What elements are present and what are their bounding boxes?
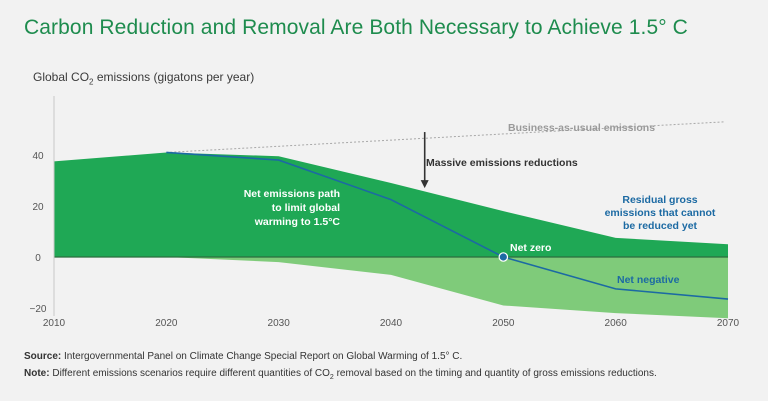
net-path-label: Net emissions path <box>244 188 340 200</box>
note-label: Note: <box>24 368 50 379</box>
x-tick-label: 2020 <box>155 318 178 329</box>
source-line: Source: Intergovernmental Panel on Clima… <box>24 348 657 365</box>
x-tick-label: 2040 <box>380 318 403 329</box>
net-path-label: warming to 1.5°C <box>254 216 341 228</box>
emissions-chart: 40 20 0 −20 2010 2020 2030 2040 2050 2060 2070 Busi… <box>30 96 740 329</box>
reductions-label: Massive emissions reductions <box>426 157 578 169</box>
reduction-arrow-head <box>420 180 429 189</box>
net-zero-marker <box>498 252 509 262</box>
y-tick-label: −20 <box>30 304 47 315</box>
net-path-label: to limit global <box>272 202 340 214</box>
x-tick-label: 2030 <box>268 318 291 329</box>
y-axis-label-sub: 2 <box>89 77 94 87</box>
source-text: Intergovernmental Panel on Climate Chang… <box>61 351 463 362</box>
net-zero-label: Net zero <box>510 242 551 254</box>
net-negative-label: Net negative <box>617 274 680 286</box>
note-text-post: removal based on the timing and quantity… <box>333 368 657 379</box>
y-tick-label: 40 <box>32 151 44 162</box>
x-tick-label: 2060 <box>605 318 628 329</box>
gross-emissions-area <box>54 152 728 257</box>
note-line: Note: Different emissions scenarios requ… <box>24 365 657 386</box>
note-text-pre: Different emissions scenarios require di… <box>49 368 330 379</box>
y-axis-label-post: emissions (gigatons per year) <box>93 70 255 84</box>
y-tick-label: 20 <box>32 202 44 213</box>
source-label: Source: <box>24 351 62 362</box>
chart-title: Carbon Reduction and Removal Are Both Ne… <box>24 16 688 39</box>
y-axis-label: Global CO2 emissions (gigatons per year) <box>33 70 254 86</box>
net-emissions-line <box>166 151 729 300</box>
business-as-usual-label: Business-as-usual emissions <box>508 122 655 134</box>
y-axis-label-pre: Global CO <box>33 70 90 84</box>
residual-label: emissions that cannot <box>605 207 716 219</box>
y-tick-label: 0 <box>35 253 41 264</box>
carbon-removal-area <box>54 257 728 319</box>
footnotes: Source: Intergovernmental Panel on Clima… <box>24 348 657 386</box>
residual-label: be reduced yet <box>623 220 698 232</box>
x-tick-label: 2010 <box>43 318 66 329</box>
x-tick-label: 2050 <box>492 318 515 329</box>
x-tick-label: 2070 <box>717 318 740 329</box>
business-as-usual-line <box>166 121 725 153</box>
note-text-sub: 2 <box>329 374 334 381</box>
residual-label: Residual gross <box>622 194 697 206</box>
